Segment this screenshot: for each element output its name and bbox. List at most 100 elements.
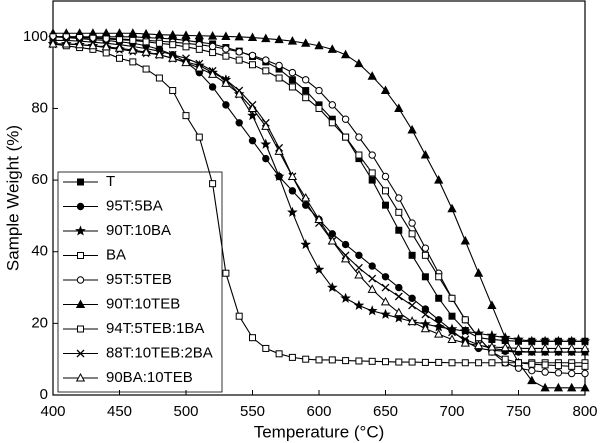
marker [368, 274, 377, 283]
marker [527, 343, 537, 352]
marker [421, 310, 430, 319]
legend-marker [77, 252, 84, 259]
legend-label: 90T:10TEB [106, 295, 180, 312]
marker [382, 201, 389, 209]
marker [488, 359, 496, 367]
marker [355, 133, 363, 141]
marker [554, 369, 563, 377]
legend-label: 90BA:10TEB [106, 369, 193, 386]
marker [209, 180, 217, 188]
marker [513, 333, 524, 345]
marker [367, 71, 377, 80]
x-axis-title: Temperature (°C) [254, 422, 385, 441]
marker [260, 138, 272, 149]
marker [447, 334, 457, 343]
marker [566, 335, 578, 346]
marker [421, 251, 429, 259]
marker [181, 57, 191, 67]
marker [553, 335, 564, 346]
marker [274, 146, 284, 155]
marker [567, 343, 577, 352]
marker [421, 273, 429, 281]
marker [222, 45, 230, 53]
marker [461, 359, 469, 367]
marker [287, 206, 298, 217]
marker [327, 44, 337, 53]
marker [368, 357, 376, 365]
marker [382, 187, 389, 195]
marker [448, 294, 456, 302]
marker [435, 294, 443, 302]
legend-label: 94T:5TEB:1BA [106, 320, 204, 337]
marker [435, 358, 443, 366]
marker [273, 170, 285, 182]
legend-label: BA [106, 246, 126, 263]
marker [141, 47, 151, 56]
marker [141, 28, 151, 38]
marker [501, 355, 509, 363]
marker [461, 316, 469, 324]
marker [262, 154, 270, 163]
marker [234, 89, 244, 98]
marker [355, 151, 363, 159]
marker [288, 353, 296, 361]
marker [368, 151, 376, 159]
marker [475, 359, 483, 367]
marker [300, 238, 312, 250]
marker [500, 332, 510, 342]
x-tick-label: 800 [572, 403, 597, 420]
legend-box [57, 171, 223, 393]
marker [221, 31, 231, 40]
marker [181, 30, 191, 39]
marker [408, 230, 416, 238]
marker [114, 43, 125, 52]
marker [247, 110, 258, 121]
marker [515, 359, 522, 367]
marker [568, 362, 576, 370]
marker [234, 31, 244, 41]
marker [541, 361, 549, 369]
marker [129, 36, 137, 44]
marker [487, 341, 497, 351]
marker [248, 136, 257, 145]
marker [247, 103, 258, 112]
marker [581, 362, 589, 370]
x-tick-label: 700 [439, 403, 464, 420]
marker [288, 68, 297, 77]
marker [540, 343, 550, 352]
legend-marker [77, 325, 84, 333]
marker [116, 54, 123, 62]
marker [235, 56, 243, 64]
legend-label: 88T:10TEB:2BA [106, 344, 213, 361]
x-tick-label: 550 [240, 403, 265, 420]
marker [353, 299, 365, 310]
marker [395, 283, 403, 292]
marker [314, 214, 324, 223]
marker [408, 358, 416, 366]
marker [208, 83, 217, 91]
marker [355, 251, 363, 260]
x-tick-label: 650 [373, 403, 398, 420]
legend-marker [75, 299, 86, 308]
marker [368, 262, 376, 270]
marker [328, 356, 336, 364]
marker [408, 301, 417, 310]
marker [354, 58, 364, 68]
marker [395, 226, 403, 234]
marker [394, 292, 403, 301]
marker [302, 87, 310, 95]
marker [354, 263, 363, 272]
marker [302, 355, 310, 363]
marker [527, 375, 537, 385]
marker [580, 382, 590, 392]
marker [448, 359, 456, 367]
marker [182, 112, 190, 120]
marker [128, 45, 138, 54]
marker [407, 316, 417, 326]
marker [116, 36, 123, 44]
x-tick-label: 400 [40, 403, 65, 420]
marker [528, 360, 536, 368]
marker [262, 67, 270, 75]
marker [88, 40, 98, 50]
